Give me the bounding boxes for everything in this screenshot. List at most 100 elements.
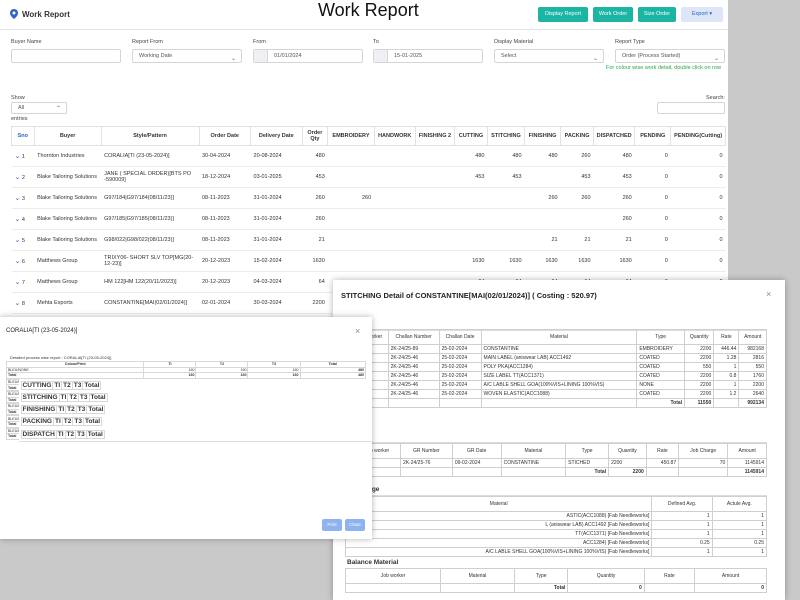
column-header: DISPATCHED <box>593 126 636 146</box>
display-report-button[interactable]: Display Report <box>538 7 588 22</box>
cell: MAIN LABEL (aniswear LAB) ACC1492 <box>480 353 638 363</box>
column-header: Defined Avg. <box>651 496 713 512</box>
table-header: Colour/Print TI T2 T3 Total <box>5 361 366 368</box>
report-from-select[interactable]: Working Date ⌄ <box>132 49 242 63</box>
table-header: Material Defined Avg. Actule Avg. <box>344 496 768 512</box>
close-icon[interactable]: × <box>766 289 772 299</box>
cell: 0.25 <box>651 538 713 548</box>
column-header: Material <box>500 443 567 459</box>
cell: 446.44 <box>713 344 740 354</box>
chevron-down-icon[interactable]: ⌄ <box>14 258 21 265</box>
column-header: Job Charge <box>678 443 729 459</box>
search-input[interactable] <box>657 102 725 114</box>
cell <box>480 398 638 408</box>
cell-style: CONSTANTINE[MAI(02/01/2024)] <box>101 292 199 314</box>
cell: 1 <box>651 520 713 530</box>
column-header: Amount <box>694 568 767 584</box>
to-date-input[interactable]: 15-01-2025 <box>373 49 483 63</box>
chevron-down-icon[interactable]: ⌄ <box>14 300 21 307</box>
calendar-icon <box>254 50 268 62</box>
cell: Total <box>5 372 145 379</box>
cell-buyer: Blake Tailoring Solutions <box>34 208 102 230</box>
cell: 1 <box>711 547 768 557</box>
column-header: EMBROIDERY <box>327 126 375 146</box>
table-row[interactable]: ⌄ 4 Blake Tailoring Solutions G97/185|G97/… <box>11 208 726 230</box>
cell <box>438 398 482 408</box>
cell: 550 <box>684 362 715 372</box>
table-row[interactable]: ⌄ 6 Matthews Group TRIXY06- SHORT SLV TOP[… <box>11 250 726 272</box>
average-section-title: al Average <box>345 484 767 496</box>
chevron-down-icon[interactable]: ⌄ <box>14 153 21 160</box>
cell-stitch: 453 <box>487 166 525 188</box>
column-header: T3 <box>71 380 84 390</box>
cell-emb <box>327 250 375 272</box>
cell <box>500 467 567 477</box>
chevron-down-icon: ⌄ <box>713 56 719 62</box>
cell: 1 <box>713 362 740 372</box>
print-button[interactable]: Print <box>322 519 342 531</box>
cell: TT(ACC1371) [Fab Needleworks] <box>344 529 653 539</box>
row-number: 1 <box>21 154 25 160</box>
column-header: T3 <box>77 392 90 402</box>
buyer-name-input[interactable] <box>11 49 121 63</box>
column-header: GR Number <box>399 443 453 459</box>
cell-hand <box>374 145 416 167</box>
cell-cut: 1630 <box>454 250 488 272</box>
cell-pack: 260 <box>560 145 594 167</box>
cell: SIZE LABEL TT(ACC1371) <box>480 371 638 381</box>
table-header: Job worker Material Type Quantity Rate Amount <box>344 568 767 584</box>
cell-cut <box>454 208 488 230</box>
table-row[interactable]: ⌄ 2 Blake Tailoring Solutions JANE ( SPECI… <box>11 166 726 188</box>
export-button[interactable]: Export ▾ <box>681 7 723 22</box>
cell: 550 <box>738 362 767 372</box>
cell-pend: 0 <box>634 208 671 230</box>
table-row[interactable]: ⌄ 3 Blake Tailoring Solutions G97/184|G97/… <box>11 187 726 209</box>
column-header: PACKING <box>560 126 595 146</box>
display-material-select[interactable]: Select ⌄ <box>494 49 604 63</box>
work-order-button[interactable]: Work Order <box>593 7 633 22</box>
report-type-select[interactable]: Order (Process Started) ⌄ <box>615 49 725 63</box>
close-button[interactable]: Close <box>345 519 365 531</box>
chevron-down-icon[interactable]: ⌄ <box>14 237 21 244</box>
column-header: Delivery Date <box>250 126 303 146</box>
chevron-down-icon[interactable]: ⌄ <box>14 279 21 286</box>
top-bar: Work Report Work Report Display Report W… <box>0 0 728 30</box>
cell-hand <box>374 250 416 272</box>
column-header: TI <box>55 429 66 439</box>
cell-pack: 260 <box>560 187 594 209</box>
cell-emb <box>327 208 375 230</box>
cell-hand <box>374 187 416 209</box>
from-date-input[interactable]: 01/01/2024 <box>253 49 363 63</box>
table-header: Sno Buyer Style/Pattern Order Date Delivery … <box>11 126 726 146</box>
column-header: Actule Avg. <box>711 496 768 512</box>
cell-buyer: Matthews Group <box>34 271 102 293</box>
cell: CONSTANTINE <box>480 344 638 354</box>
table-row[interactable]: ⌄ 1 Thornton Industries CORALIA[TI (23-05-… <box>11 145 726 167</box>
cell: 2200 <box>684 389 715 399</box>
cell-disp: 453 <box>593 166 635 188</box>
size-order-button[interactable]: Size Order <box>638 7 676 22</box>
entries-select[interactable]: All ⌃ <box>11 102 67 114</box>
cell <box>387 398 440 408</box>
column-header: Total <box>82 417 103 427</box>
cell-pend: 0 <box>634 229 671 251</box>
cell: Total <box>565 467 610 477</box>
app-title: Work Report <box>22 10 70 19</box>
cell: EMBROIDERY <box>636 344 686 354</box>
cell-hand <box>374 208 416 230</box>
close-icon[interactable]: × <box>355 326 361 336</box>
cell-order_date: 08-11-2023 <box>199 229 251 251</box>
cell-fin2 <box>415 187 455 209</box>
receive-table: Job worker GR Number GR Date Material Type Qu… <box>345 443 767 477</box>
table-row[interactable]: ⌄ 5 Blake Tailoring Solutions G98/022|G98/… <box>11 229 726 251</box>
cell-hand <box>374 166 416 188</box>
row-number: 7 <box>21 280 25 286</box>
row-number: 8 <box>21 301 25 307</box>
cell-order_date: 02-01-2024 <box>199 292 251 314</box>
chevron-down-icon[interactable]: ⌄ <box>14 195 21 202</box>
cell <box>344 583 442 593</box>
chevron-down-icon[interactable]: ⌄ <box>14 216 21 223</box>
chevron-down-icon[interactable]: ⌄ <box>14 174 21 181</box>
